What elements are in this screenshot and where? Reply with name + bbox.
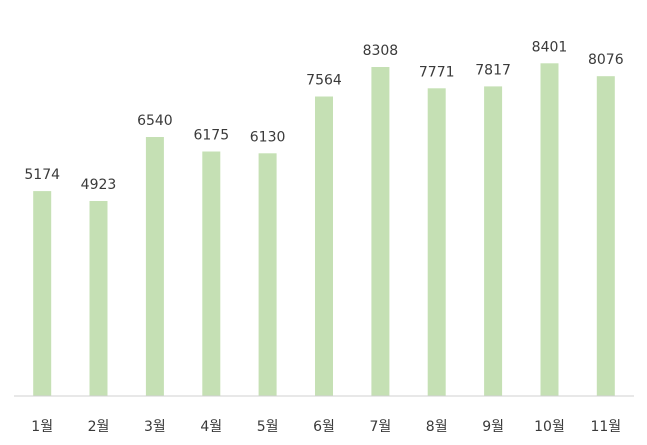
data-label-7: 8308 xyxy=(363,43,399,59)
data-label-2: 4923 xyxy=(81,177,117,193)
data-label-10: 8401 xyxy=(532,39,568,55)
bar-2 xyxy=(89,201,108,396)
x-tick-label-6: 6월 xyxy=(313,419,335,435)
bar-6 xyxy=(315,96,333,396)
bar-7 xyxy=(371,67,390,396)
data-label-6: 7564 xyxy=(306,73,342,89)
bar-1 xyxy=(33,191,52,396)
data-label-9: 7817 xyxy=(475,62,511,78)
x-tick-label-1: 1월 xyxy=(31,419,53,435)
data-label-8: 7771 xyxy=(419,64,455,80)
data-label-1: 5174 xyxy=(24,167,60,183)
bar-8 xyxy=(427,88,446,397)
data-label-5: 6130 xyxy=(250,129,286,145)
data-label-11: 8076 xyxy=(588,52,624,68)
bar-3 xyxy=(145,137,164,396)
bar-4 xyxy=(202,151,221,396)
bar-11 xyxy=(596,76,615,396)
x-tick-label-9: 9월 xyxy=(482,419,504,435)
data-label-3: 6540 xyxy=(137,113,173,129)
bar-10 xyxy=(540,63,559,397)
x-tick-label-10: 10월 xyxy=(534,419,565,435)
x-tick-label-11: 11월 xyxy=(590,419,621,435)
x-tick-label-8: 8월 xyxy=(426,419,448,435)
x-tick-label-4: 4월 xyxy=(200,419,222,435)
x-tick-label-7: 7월 xyxy=(370,419,392,435)
bar-9 xyxy=(484,86,503,397)
x-tick-label-2: 2월 xyxy=(88,419,110,435)
x-tick-label-5: 5월 xyxy=(257,419,279,435)
data-label-4: 6175 xyxy=(193,128,229,144)
bar-5 xyxy=(258,153,277,396)
x-tick-label-3: 3월 xyxy=(144,419,166,435)
